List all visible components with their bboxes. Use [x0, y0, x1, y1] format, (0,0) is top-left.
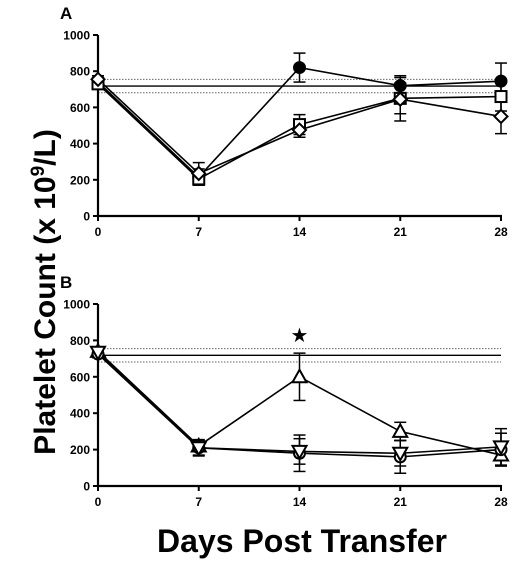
markers-open-triangle-down: [89, 345, 510, 463]
y-tick-label: 400: [70, 137, 90, 151]
y-tick-label: 0: [83, 480, 90, 494]
x-tick-label: 28: [494, 225, 508, 239]
significance-star: ★: [291, 325, 309, 347]
data-point-open-triangle-down: [290, 444, 309, 461]
x-tick-label: 21: [394, 225, 408, 239]
chart-panel-b: B 0 200 400 600 800 1000 0 7 14 21 28 ★: [60, 273, 510, 509]
x-axis-title: Days Post Transfer: [157, 523, 447, 559]
data-point-filled-circle: [393, 79, 407, 93]
y-axis-title-tail: /L): [29, 129, 62, 166]
x-tick-label: 0: [95, 225, 102, 239]
data-point-open-square: [494, 90, 508, 104]
x-tick-label: 7: [195, 225, 202, 239]
panel-label: B: [60, 273, 72, 292]
y-tick-label: 800: [70, 334, 90, 348]
data-point-open-diamond: [392, 91, 409, 108]
data-point-open-triangle-down: [492, 440, 510, 456]
y-tick-label: 1000: [63, 298, 90, 312]
chart-panel-a: A 0 200 400 600 800 1000 0 7 14 21 28: [60, 4, 509, 239]
y-tick-label: 600: [70, 370, 90, 384]
markers-open-diamond: [90, 71, 509, 182]
data-point-open-triangle-up: [290, 367, 309, 384]
x-tick-label: 14: [293, 495, 307, 509]
y-axis-title-superscript: 9: [28, 166, 49, 177]
data-point-open-diamond: [90, 71, 106, 88]
data-point-filled-circle: [293, 61, 306, 75]
y-tick-label: 200: [70, 443, 90, 457]
data-point-open-triangle-down: [391, 446, 409, 463]
data-point-open-triangle-down: [190, 441, 208, 457]
x-tick-label: 28: [494, 495, 508, 509]
data-point-open-triangle-down: [89, 345, 107, 362]
y-axis-title: Platelet Count (x 109/L): [28, 129, 62, 455]
y-tick-label: 1000: [63, 29, 90, 43]
data-point-open-triangle-up: [391, 422, 409, 438]
data-point-open-diamond: [190, 165, 207, 182]
y-tick-label: 600: [70, 101, 90, 115]
x-tick-label: 0: [95, 495, 102, 509]
data-point-open-diamond: [291, 122, 308, 138]
y-tick-label: 800: [70, 65, 90, 79]
y-tick-label: 400: [70, 407, 90, 421]
data-point-filled-circle: [494, 74, 508, 88]
chart-panels: A 0 200 400 600 800 1000 0 7 14 21 28 B 0 200 400 600 800…: [60, 4, 510, 509]
panel-label: A: [60, 4, 72, 23]
y-tick-label: 0: [83, 210, 90, 224]
y-tick-label: 200: [70, 173, 90, 187]
x-tick-label: 14: [293, 225, 307, 239]
x-tick-label: 7: [195, 495, 202, 509]
data-point-open-diamond: [493, 108, 509, 125]
x-tick-label: 21: [394, 495, 408, 509]
